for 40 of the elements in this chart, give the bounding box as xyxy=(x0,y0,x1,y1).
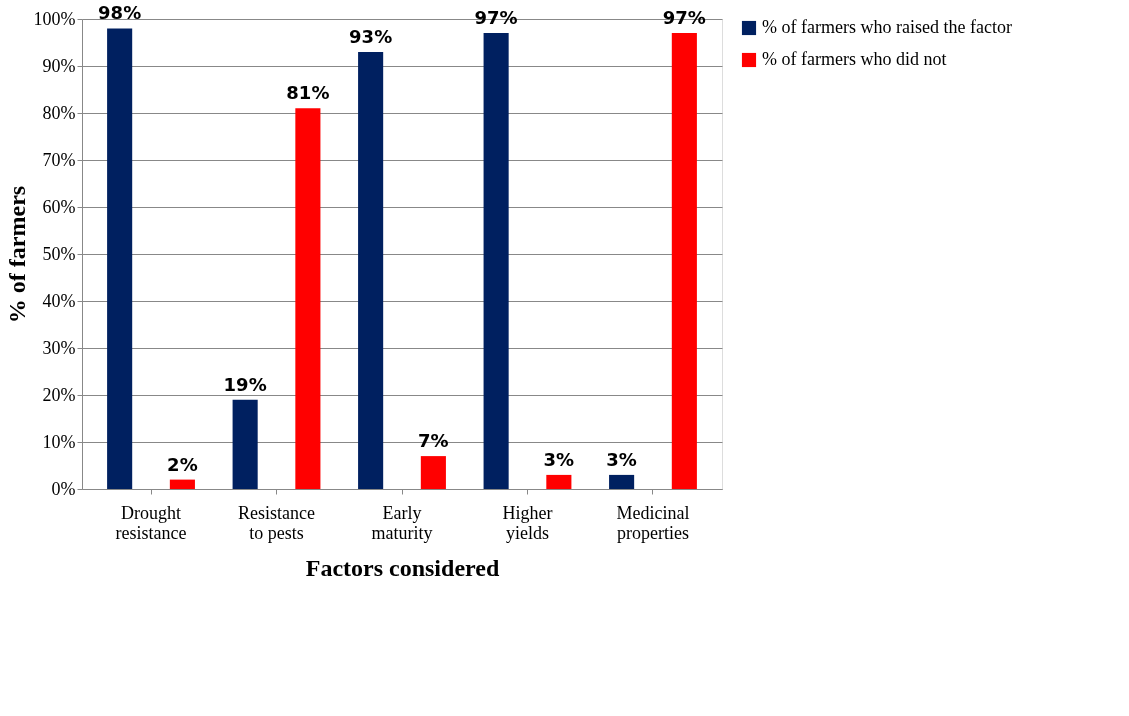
data-label: 97% xyxy=(662,7,706,29)
y-tick-label: 10% xyxy=(42,431,76,452)
y-tick-label: 60% xyxy=(42,196,76,217)
data-label: 93% xyxy=(349,25,393,47)
data-label: 97% xyxy=(474,7,518,29)
y-tick-label: 0% xyxy=(51,478,76,499)
data-label: 7% xyxy=(418,430,449,452)
y-tick-label: 100% xyxy=(33,8,76,29)
bar xyxy=(671,33,697,489)
x-tick-label: Higher yields xyxy=(502,502,553,543)
y-tick-label: 50% xyxy=(42,243,76,264)
data-label: 81% xyxy=(286,82,330,104)
x-tick-label: Early maturity xyxy=(371,502,433,543)
x-tick-label: Resistance to pests xyxy=(238,502,315,543)
y-axis-title: % of farmers xyxy=(3,185,30,324)
bar xyxy=(609,474,635,489)
bar xyxy=(107,28,133,489)
bar xyxy=(295,108,321,489)
bar xyxy=(420,456,446,489)
bar xyxy=(358,51,384,489)
bar xyxy=(232,399,258,489)
legend-label: % of farmers who raised the factor xyxy=(762,17,1012,37)
data-label: 98% xyxy=(98,2,142,24)
legend-label: % of farmers who did not xyxy=(762,49,947,69)
x-tick-label: Medicinal properties xyxy=(616,502,690,543)
bar xyxy=(546,474,572,489)
data-label: 19% xyxy=(223,373,267,395)
y-tick-label: 20% xyxy=(42,384,76,405)
data-label: 3% xyxy=(543,448,575,470)
y-tick-label: 90% xyxy=(42,55,76,76)
x-axis-title: Factors considered xyxy=(305,554,500,581)
y-tick-label: 30% xyxy=(42,337,76,358)
bar xyxy=(169,479,195,489)
bar xyxy=(483,33,509,489)
data-label: 2% xyxy=(167,453,198,475)
y-tick-label: 40% xyxy=(42,290,76,311)
y-tick-label: 80% xyxy=(42,102,76,123)
y-tick-label: 70% xyxy=(42,149,76,170)
x-tick-label: Drought resistance xyxy=(115,502,187,543)
data-label: 3% xyxy=(606,448,637,470)
